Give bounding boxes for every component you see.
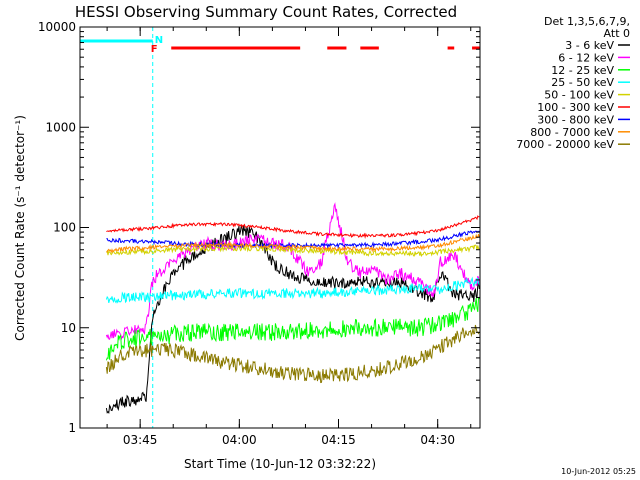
y-tick-label-4: 10000: [38, 20, 76, 34]
legend-label-2: 12 - 25 keV: [551, 64, 614, 77]
series-line-7: [106, 233, 480, 254]
x-tick-label-1: 04:00: [222, 433, 257, 447]
legend-label-0: 3 - 6 keV: [565, 39, 614, 52]
x-tick-label-0: 03:45: [123, 433, 158, 447]
legend-label-5: 100 - 300 keV: [537, 101, 614, 114]
axes: 1 10 100 1000 10000 03:45 04:00 04:15 04:30: [38, 20, 481, 447]
saa-marker: N: [155, 35, 163, 46]
legend-label-7: 800 - 7000 keV: [530, 126, 614, 139]
series-line-4: [105, 244, 480, 258]
series-line-1: [105, 202, 480, 341]
plot-frame: [79, 26, 481, 429]
x-tick-label-2: 04:15: [321, 433, 356, 447]
footer-date: 10-Jun-2012 05:25: [561, 467, 636, 476]
series-line-6: [106, 230, 480, 250]
legend-label-6: 300 - 800 keV: [537, 113, 614, 126]
legend-header-1: Att 0: [604, 27, 630, 40]
legend-header-0: Det 1,3,5,6,7,9,: [544, 15, 630, 28]
legend-label-3: 25 - 50 keV: [551, 76, 614, 89]
y-tick-label-2: 100: [53, 221, 76, 235]
series-line-5: [106, 215, 480, 240]
chart-title: HESSI Observing Summary Count Rates, Cor…: [75, 3, 457, 21]
legend-label-1: 6 - 12 keV: [558, 51, 614, 64]
y-tick-label-3: 1000: [45, 120, 76, 134]
legend-label-8: 7000 - 20000 keV: [516, 138, 614, 151]
y-axis-label: Corrected Count Rate (s⁻¹ detector⁻¹): [13, 115, 27, 341]
series-line-0: [105, 223, 480, 415]
plot-area: NF: [80, 27, 480, 428]
series-line-8: [105, 324, 480, 384]
x-tick-label-3: 04:30: [420, 433, 455, 447]
series-line-3: [105, 276, 480, 304]
series-line-2: [105, 296, 480, 361]
y-tick-label-1: 10: [61, 321, 76, 335]
flare-marker: F: [151, 44, 158, 55]
y-tick-label-0: 1: [68, 421, 76, 435]
legend-label-4: 50 - 100 keV: [544, 89, 614, 102]
x-axis-label: Start Time (10-Jun-12 03:32:22): [184, 457, 376, 471]
